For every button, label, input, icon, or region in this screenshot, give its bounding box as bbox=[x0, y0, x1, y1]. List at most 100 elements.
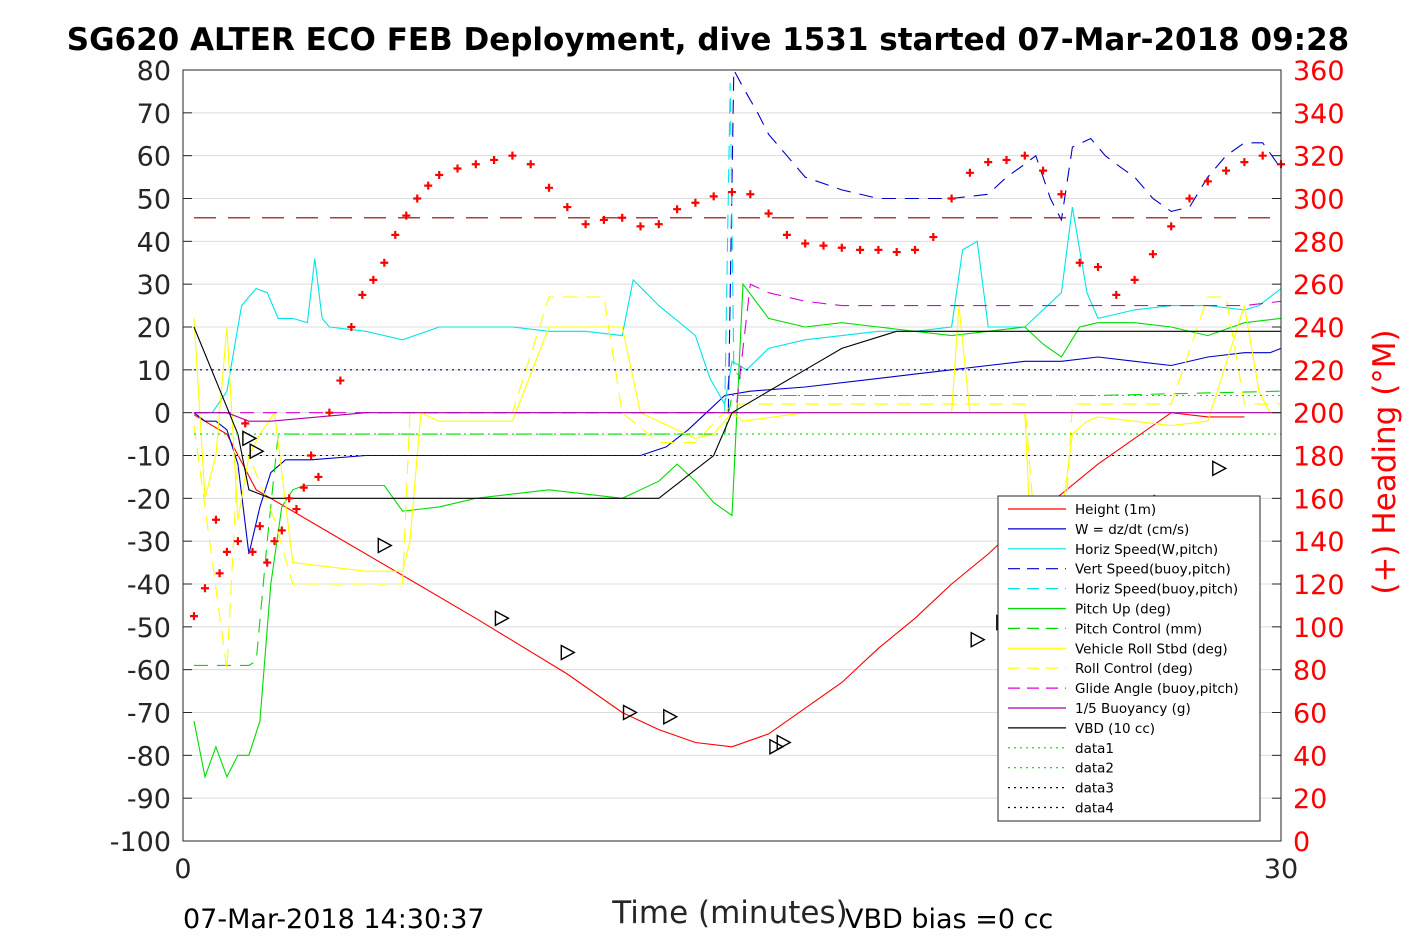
heading-point bbox=[369, 275, 378, 284]
legend-label: Pitch Up (deg) bbox=[1075, 602, 1171, 618]
legend-label: 1/5 Buoyancy (g) bbox=[1075, 701, 1191, 717]
heading-point bbox=[215, 569, 224, 578]
y-right-tick-label: 340 bbox=[1293, 99, 1345, 130]
heading-point bbox=[618, 213, 627, 222]
heading-point bbox=[453, 164, 462, 173]
x-tick-label: 30 bbox=[1264, 854, 1298, 885]
series-line bbox=[193, 282, 1282, 779]
heading-point bbox=[299, 483, 308, 492]
footer-vbd-bias: VBD bias =0 cc bbox=[845, 904, 1053, 935]
y-tick-label: 0 bbox=[154, 399, 171, 430]
triangle-marker bbox=[776, 734, 792, 751]
triangle-marker bbox=[663, 708, 679, 725]
y-right-tick-label: 140 bbox=[1293, 527, 1345, 558]
legend-label: Horiz Speed(buoy,pitch) bbox=[1075, 582, 1238, 598]
heading-point bbox=[581, 220, 590, 229]
y-right-tick-label: 60 bbox=[1293, 699, 1327, 730]
legend-label: Pitch Control (mm) bbox=[1075, 621, 1202, 637]
triangle-marker bbox=[769, 738, 785, 755]
y-tick-label: -100 bbox=[110, 827, 171, 858]
heading-point bbox=[728, 188, 736, 197]
heading-point bbox=[314, 472, 323, 481]
y-tick-label: 70 bbox=[137, 99, 171, 130]
legend-label: data1 bbox=[1075, 741, 1114, 757]
heading-point bbox=[874, 245, 883, 254]
heading-point bbox=[189, 612, 198, 621]
heading-point bbox=[764, 209, 773, 218]
heading-point bbox=[292, 505, 301, 514]
y-tick-label: -90 bbox=[127, 784, 171, 815]
triangle-marker bbox=[970, 631, 986, 648]
legend: Height (1m) W = dz/dt (cm/s) Horiz Speed(W… bbox=[997, 495, 1261, 822]
y-right-tick-label: 120 bbox=[1293, 570, 1345, 601]
y-tick-label: 40 bbox=[137, 227, 171, 258]
heading-point bbox=[526, 160, 535, 169]
y-tick-label: 80 bbox=[137, 56, 171, 87]
heading-point bbox=[947, 194, 956, 203]
chart-title: SG620 ALTER ECO FEB Deployment, dive 153… bbox=[67, 22, 1349, 58]
footer-timestamp: 07-Mar-2018 14:30:37 bbox=[183, 904, 485, 935]
heading-point bbox=[471, 160, 480, 169]
heading-point bbox=[255, 522, 264, 531]
legend-label: Glide Angle (buoy,pitch) bbox=[1075, 681, 1239, 697]
heading-point bbox=[1148, 250, 1157, 259]
y-right-tick-label: 260 bbox=[1293, 270, 1345, 301]
heading-point bbox=[1057, 190, 1066, 199]
series-line bbox=[193, 326, 1281, 499]
heading-point bbox=[1039, 166, 1048, 175]
y-right-tick-label: 360 bbox=[1293, 56, 1345, 87]
y-right-tick-label: 180 bbox=[1293, 442, 1345, 473]
heading-point bbox=[200, 584, 209, 593]
legend-label: Vehicle Roll Stbd (deg) bbox=[1075, 641, 1228, 657]
y-tick-label: -70 bbox=[127, 699, 171, 730]
triangle-marker bbox=[1212, 460, 1228, 477]
y-right-tick-label: 200 bbox=[1293, 399, 1345, 430]
y-axis-right-label: (+) Heading (°M) bbox=[1367, 329, 1403, 594]
series-line bbox=[193, 296, 1281, 670]
legend-label: VBD (10 cc) bbox=[1075, 721, 1155, 737]
heading-point bbox=[545, 183, 553, 192]
series-line bbox=[727, 67, 1282, 413]
heading-point bbox=[211, 515, 220, 524]
heading-point bbox=[263, 558, 272, 567]
heading-point bbox=[241, 419, 250, 428]
heading-point bbox=[691, 198, 700, 207]
heading-point bbox=[1185, 194, 1194, 203]
heading-point bbox=[837, 243, 846, 252]
heading-point bbox=[402, 211, 411, 220]
heading-point bbox=[563, 203, 572, 212]
heading-point bbox=[508, 151, 517, 160]
triangle-marker bbox=[377, 537, 393, 554]
heading-point bbox=[984, 158, 993, 167]
heading-point bbox=[1094, 263, 1102, 272]
legend-label: Roll Control (deg) bbox=[1075, 661, 1193, 677]
series-layer bbox=[193, 67, 1282, 779]
legend-label: data4 bbox=[1075, 801, 1114, 817]
heading-point bbox=[358, 290, 367, 299]
heading-point bbox=[336, 376, 345, 385]
heading-point bbox=[233, 537, 242, 546]
triangle-marker bbox=[249, 443, 265, 460]
heading-point bbox=[856, 245, 865, 254]
x-axis: 0 30 bbox=[174, 832, 1298, 885]
heading-point bbox=[819, 241, 828, 250]
heading-point bbox=[965, 168, 974, 177]
legend-label: data2 bbox=[1075, 761, 1114, 777]
x-tick-label: 0 bbox=[174, 854, 191, 885]
y-right-tick-label: 300 bbox=[1293, 185, 1345, 216]
heading-point bbox=[929, 233, 938, 242]
triangle-marker bbox=[242, 430, 258, 447]
y-right-tick-label: 20 bbox=[1293, 784, 1327, 815]
heading-point bbox=[1002, 155, 1011, 164]
series-line bbox=[194, 207, 1282, 414]
heading-point bbox=[490, 155, 499, 164]
y-tick-label: 50 bbox=[137, 185, 171, 216]
y-tick-label: 60 bbox=[137, 142, 171, 173]
heading-point bbox=[307, 451, 316, 460]
heading-point bbox=[1240, 158, 1249, 167]
y-right-tick-label: 220 bbox=[1293, 356, 1345, 387]
y-right-tick-label: 80 bbox=[1293, 656, 1327, 687]
heading-point bbox=[1258, 151, 1267, 160]
heading-point bbox=[248, 547, 257, 556]
y-tick-label: 10 bbox=[137, 356, 171, 387]
